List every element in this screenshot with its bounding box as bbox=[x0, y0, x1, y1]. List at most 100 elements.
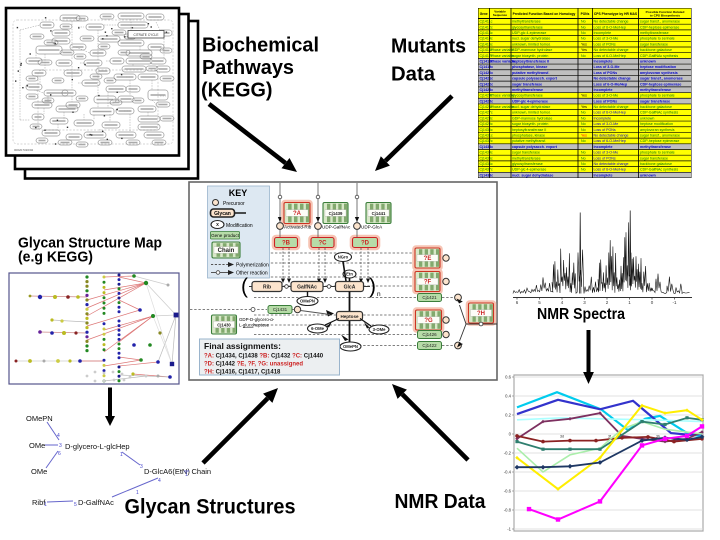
svg-text:Loss of PONs: Loss of PONs bbox=[594, 128, 616, 132]
svg-text:No: No bbox=[581, 111, 586, 115]
svg-text:-1: -1 bbox=[507, 527, 511, 532]
svg-text:?E: ?E bbox=[424, 256, 432, 262]
svg-text:D-glycero-L-glcHep: D-glycero-L-glcHep bbox=[65, 442, 130, 451]
svg-text:No: No bbox=[581, 37, 586, 41]
svg-text:Cj1430: Cj1430 bbox=[217, 323, 231, 328]
svg-text:NMR Spectra: NMR Spectra bbox=[537, 306, 625, 323]
svg-text:Cj1416c: Cj1416c bbox=[480, 48, 493, 52]
svg-text:Loss of 3-O-Me: Loss of 3-O-Me bbox=[594, 151, 619, 155]
svg-text:Phase variable: Phase variable bbox=[491, 54, 515, 58]
svg-text:3h: 3h bbox=[656, 435, 660, 439]
svg-text:?H: Cj1416, Cj1417, Cj1418: ?H: Cj1416, Cj1417, Cj1418 bbox=[204, 370, 281, 376]
svg-text:Phase variable: Phase variable bbox=[491, 94, 515, 98]
svg-text:Loss of PONs: Loss of PONs bbox=[594, 156, 616, 160]
svg-text:UDP-GalfNAc: UDP-GalfNAc bbox=[322, 225, 351, 230]
svg-text:): ) bbox=[369, 275, 376, 298]
svg-text:Cj1428c: Cj1428c bbox=[480, 116, 493, 120]
svg-text:capsule polysacch. export: capsule polysacch. export bbox=[512, 77, 558, 81]
svg-text:Modification: Modification bbox=[226, 223, 253, 229]
svg-text:PONs: PONs bbox=[581, 12, 590, 16]
svg-text:unknown: unknown bbox=[640, 116, 654, 120]
svg-text:sugar transf., anomerase: sugar transf., anomerase bbox=[640, 77, 683, 81]
svg-text:Yes: Yes bbox=[581, 42, 587, 46]
svg-text:No: No bbox=[581, 25, 586, 29]
svg-text:Incomplete: Incomplete bbox=[594, 145, 613, 149]
svg-text:Variable: Variable bbox=[494, 10, 506, 14]
svg-text:nucl. sugar dehydratase: nucl. sugar dehydratase bbox=[512, 37, 550, 41]
svg-text:3f: 3f bbox=[608, 435, 611, 439]
svg-text:2: 2 bbox=[606, 300, 609, 305]
svg-text:n: n bbox=[377, 291, 381, 298]
svg-text:Cj1438c: Cj1438c bbox=[480, 173, 494, 177]
svg-text:Cj1414c: Cj1414c bbox=[480, 37, 493, 41]
svg-text:D-GalfNAc: D-GalfNAc bbox=[78, 498, 114, 507]
svg-text:Cj1421c: Cj1421c bbox=[480, 77, 494, 81]
svg-text:UDP-glc 4-epimerase: UDP-glc 4-epimerase bbox=[512, 99, 548, 103]
svg-text:putative methyltransf.: putative methyltransf. bbox=[512, 71, 549, 75]
svg-text:No: No bbox=[581, 54, 586, 58]
svg-text:6-OMe: 6-OMe bbox=[311, 326, 324, 331]
svg-text:methyltransferase: methyltransferase bbox=[512, 156, 541, 160]
svg-text:CDP-heptose epimerase: CDP-heptose epimerase bbox=[640, 139, 679, 143]
svg-text:No: No bbox=[581, 31, 586, 35]
svg-text:Activated-Rib: Activated-Rib bbox=[284, 225, 312, 230]
svg-text:sugar transferase: sugar transferase bbox=[512, 82, 542, 86]
svg-text:3-OMe: 3-OMe bbox=[373, 327, 386, 332]
svg-text:Loss of PONs: Loss of PONs bbox=[594, 42, 616, 46]
svg-text:phosphatase, kinase: phosphatase, kinase bbox=[512, 65, 547, 69]
svg-text:sugar biosynth. protein: sugar biosynth. protein bbox=[512, 54, 548, 58]
svg-text:UDP-glc 4-epimerase: UDP-glc 4-epimerase bbox=[512, 168, 546, 172]
svg-text:?C: ?C bbox=[319, 240, 328, 246]
svg-text:sugar transferase: sugar transferase bbox=[512, 151, 540, 155]
svg-text:00020 5/20/02: 00020 5/20/02 bbox=[14, 148, 34, 152]
svg-text:-0.8: -0.8 bbox=[504, 508, 512, 513]
svg-text:5: 5 bbox=[74, 502, 77, 508]
svg-text:L-glucoheptose: L-glucoheptose bbox=[239, 323, 270, 328]
svg-text:4: 4 bbox=[561, 300, 564, 305]
svg-text:Cj1421: Cj1421 bbox=[422, 295, 437, 300]
svg-text:Heptose: Heptose bbox=[340, 314, 359, 319]
svg-text:Rib: Rib bbox=[263, 284, 271, 290]
svg-text:No: No bbox=[581, 151, 586, 155]
svg-text:Data: Data bbox=[391, 63, 436, 86]
svg-text:(e.g KEGG): (e.g KEGG) bbox=[18, 249, 93, 266]
svg-text:No: No bbox=[581, 20, 586, 24]
svg-text:(KEGG): (KEGG) bbox=[201, 79, 273, 102]
svg-text:Phase variable: Phase variable bbox=[491, 48, 515, 52]
svg-text:sugar transferase: sugar transferase bbox=[640, 156, 668, 160]
svg-text:Cj1415c: Cj1415c bbox=[480, 42, 493, 46]
svg-text:amylovoran synthesis: amylovoran synthesis bbox=[640, 71, 678, 75]
svg-text:No: No bbox=[581, 128, 586, 132]
svg-text:Incomplete: Incomplete bbox=[594, 88, 613, 92]
svg-text:CPS Phenotype by HR MAS: CPS Phenotype by HR MAS bbox=[594, 12, 638, 16]
svg-text:Cj1432c: Cj1432c bbox=[480, 139, 493, 143]
svg-text:?G: ?G bbox=[424, 318, 433, 324]
svg-text:Ribf: Ribf bbox=[32, 498, 46, 507]
svg-text:OMe: OMe bbox=[29, 441, 45, 450]
svg-text:Cj1413c: Cj1413c bbox=[480, 31, 493, 35]
svg-text:OMePN: OMePN bbox=[300, 299, 315, 304]
svg-text:0.4: 0.4 bbox=[505, 394, 511, 399]
svg-text:1: 1 bbox=[185, 472, 188, 478]
svg-text:0: 0 bbox=[509, 432, 512, 437]
svg-text:Loss of PONs: Loss of PONs bbox=[594, 99, 618, 103]
svg-text:Cj1427c: Cj1427c bbox=[480, 111, 493, 115]
svg-text:Cj1417c: Cj1417c bbox=[480, 54, 493, 58]
svg-text:phosphate to serinate: phosphate to serinate bbox=[640, 94, 675, 98]
svg-text:phosphatase, kinase: phosphatase, kinase bbox=[512, 134, 545, 138]
svg-text:3d: 3d bbox=[560, 435, 564, 439]
svg-text:methyltransferase: methyltransferase bbox=[640, 145, 671, 149]
svg-text:Other reaction: Other reaction bbox=[236, 271, 268, 277]
svg-text:GDP-mannose hydrolase: GDP-mannose hydrolase bbox=[512, 48, 552, 52]
svg-text:?D: Cj1442 ?E, ?F, ?G: unassig: ?D: Cj1442 ?E, ?F, ?G: unassigned bbox=[204, 362, 303, 368]
svg-text:GalfNAc: GalfNAc bbox=[297, 284, 317, 290]
svg-text:CDP-GalfNAc synthesis: CDP-GalfNAc synthesis bbox=[640, 168, 678, 172]
svg-text:-1: -1 bbox=[672, 300, 676, 305]
svg-text:heptosyltransferase II: heptosyltransferase II bbox=[512, 59, 549, 63]
svg-text:Loss of 6-O-Me/Hep: Loss of 6-O-Me/Hep bbox=[594, 54, 626, 58]
svg-text:Glycan: Glycan bbox=[214, 211, 231, 217]
svg-text:Cj1422: Cj1422 bbox=[422, 343, 437, 348]
svg-text:No: No bbox=[581, 139, 586, 143]
svg-text:?A: ?A bbox=[293, 211, 302, 217]
svg-text:Loss of 6-O-Me/Hep: Loss of 6-O-Me/Hep bbox=[594, 111, 626, 115]
